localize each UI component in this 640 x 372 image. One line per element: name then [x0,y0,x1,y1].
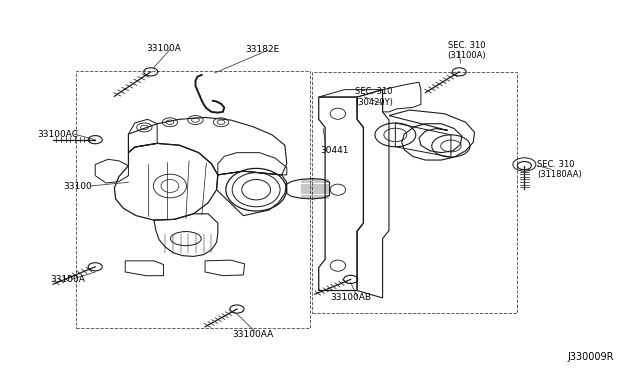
Text: 33100AA: 33100AA [232,330,273,340]
Text: 33100A: 33100A [51,275,85,284]
Text: SEC. 310
(31100A): SEC. 310 (31100A) [448,41,486,60]
Text: 33182E: 33182E [245,45,280,54]
Text: 33100A: 33100A [146,44,181,53]
Text: SEC. 310
(30429Y): SEC. 310 (30429Y) [355,87,393,107]
Text: 30441: 30441 [320,146,349,155]
Text: 33100AB: 33100AB [330,293,371,302]
Text: SEC. 310
(31180AA): SEC. 310 (31180AA) [537,160,582,179]
Text: J330009R: J330009R [567,352,614,362]
Text: 33100: 33100 [63,182,92,190]
Text: 33100AC: 33100AC [38,129,79,139]
